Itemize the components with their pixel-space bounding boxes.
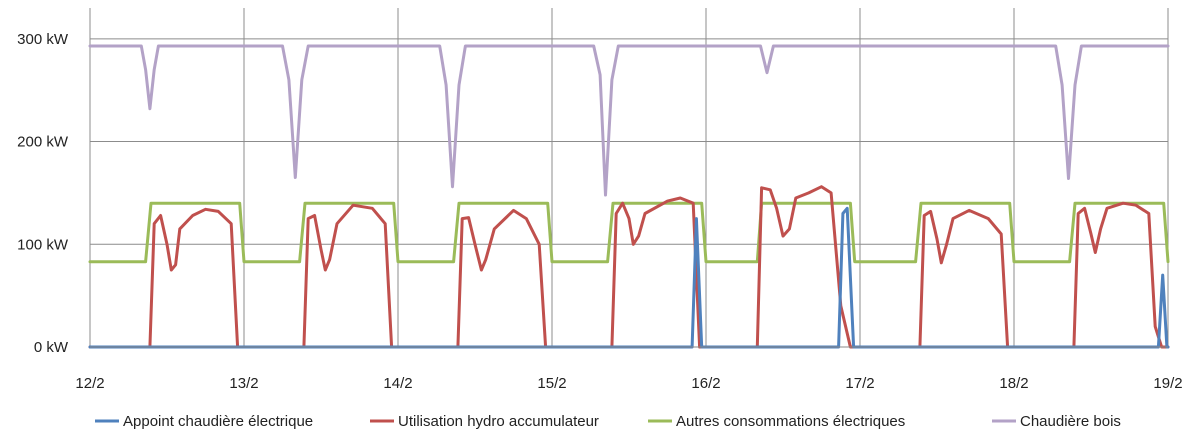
y-tick-label: 100 kW <box>17 236 69 253</box>
legend-label: Autres consommations électriques <box>676 413 905 430</box>
x-tick-label: 12/2 <box>75 375 104 392</box>
grid <box>89 8 1169 347</box>
y-tick-labels: 0 kW 100 kW 200 kW 300 kW <box>17 31 69 356</box>
y-tick-label: 200 kW <box>17 134 69 151</box>
x-tick-label: 18/2 <box>999 375 1028 392</box>
series-line-0 <box>88 206 1170 349</box>
x-tick-label: 15/2 <box>537 375 566 392</box>
legend: Appoint chaudière électrique Utilisation … <box>95 413 1121 430</box>
series-line-1 <box>88 185 1170 349</box>
x-tick-label: 16/2 <box>691 375 720 392</box>
x-tick-label: 19/2 <box>1153 375 1182 392</box>
y-tick-label: 300 kW <box>17 31 69 48</box>
x-tick-labels: 12/2 13/2 14/2 15/2 16/2 17/2 18/2 19/2 <box>75 375 1182 392</box>
series-lines <box>88 44 1170 349</box>
legend-label: Chaudière bois <box>1020 413 1121 430</box>
y-tick-label: 0 kW <box>34 339 69 356</box>
x-tick-label: 17/2 <box>845 375 874 392</box>
legend-label: Utilisation hydro accumulateur <box>398 413 599 430</box>
series-line-2 <box>88 201 1170 264</box>
series-line-3 <box>88 44 1170 197</box>
x-tick-label: 13/2 <box>229 375 258 392</box>
x-tick-label: 14/2 <box>383 375 412 392</box>
legend-label: Appoint chaudière électrique <box>123 413 313 430</box>
